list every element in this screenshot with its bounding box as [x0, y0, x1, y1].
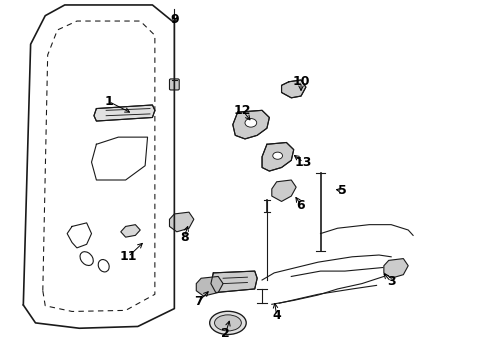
Polygon shape [282, 80, 306, 98]
Text: 5: 5 [338, 184, 347, 197]
FancyBboxPatch shape [170, 79, 179, 90]
Text: 13: 13 [295, 156, 312, 168]
Polygon shape [170, 212, 194, 232]
Polygon shape [272, 180, 296, 202]
Text: 9: 9 [170, 13, 179, 26]
Circle shape [245, 118, 257, 127]
Circle shape [273, 152, 283, 159]
Polygon shape [384, 258, 408, 278]
Polygon shape [94, 105, 155, 121]
Text: 3: 3 [387, 275, 395, 288]
Text: 11: 11 [120, 250, 137, 263]
Ellipse shape [210, 311, 246, 334]
Text: 12: 12 [234, 104, 251, 117]
Text: 8: 8 [180, 231, 189, 244]
Text: 10: 10 [292, 75, 310, 88]
Ellipse shape [215, 315, 242, 331]
Polygon shape [233, 111, 270, 139]
Text: 7: 7 [195, 295, 203, 308]
Text: 2: 2 [221, 327, 230, 340]
Polygon shape [196, 276, 223, 296]
Text: 1: 1 [104, 95, 113, 108]
Text: 6: 6 [297, 198, 305, 212]
Polygon shape [121, 225, 140, 237]
Text: 4: 4 [272, 309, 281, 322]
Polygon shape [211, 271, 257, 293]
Polygon shape [262, 143, 294, 171]
